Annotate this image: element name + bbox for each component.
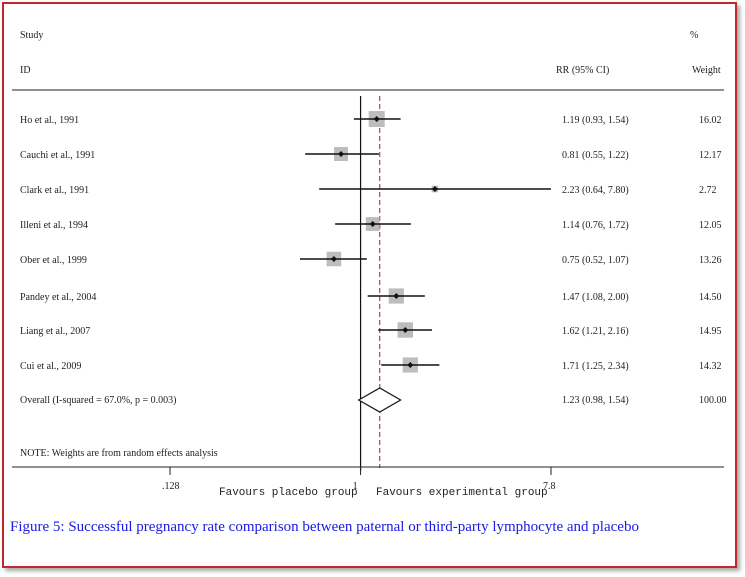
study-row: Ho et al., 1991 1.19 (0.93, 1.54) 16.02 bbox=[20, 111, 722, 127]
study-ci: 1.14 (0.76, 1.72) bbox=[562, 220, 629, 231]
study-label: Illeni et al., 1994 bbox=[20, 220, 88, 231]
study-weight: 14.95 bbox=[699, 326, 722, 337]
header-id: ID bbox=[20, 65, 31, 76]
header-weight-percent: % bbox=[690, 30, 698, 41]
study-ci: 1.62 (1.21, 2.16) bbox=[562, 326, 629, 337]
study-ci: 1.47 (1.08, 2.00) bbox=[562, 292, 629, 303]
study-row: Cui et al., 2009 1.71 (1.25, 2.34) 14.32 bbox=[20, 357, 722, 373]
x-tick-label: 1 bbox=[353, 481, 358, 492]
study-weight: 14.50 bbox=[699, 292, 722, 303]
figure-caption: Figure 5: Successful pregnancy rate comp… bbox=[10, 519, 639, 535]
point-estimate-marker bbox=[338, 151, 345, 157]
header-study: Study bbox=[20, 30, 43, 41]
x-tick-label: 7.8 bbox=[543, 481, 556, 492]
study-row: Illeni et al., 1994 1.14 (0.76, 1.72) 12.0… bbox=[20, 217, 722, 231]
study-label: Ober et al., 1999 bbox=[20, 255, 87, 266]
overall-diamond bbox=[357, 387, 402, 413]
point-estimate-marker bbox=[393, 293, 400, 299]
study-label: Clark et al., 1991 bbox=[20, 185, 89, 196]
study-label: Ho et al., 1991 bbox=[20, 115, 79, 126]
point-estimate-marker bbox=[369, 221, 376, 227]
point-estimate-marker bbox=[330, 256, 337, 262]
header-weight: Weight bbox=[692, 65, 721, 76]
study-weight: 14.32 bbox=[699, 361, 722, 372]
study-ci: 1.71 (1.25, 2.34) bbox=[562, 361, 629, 372]
point-estimate-marker bbox=[373, 116, 380, 122]
study-weight: 2.72 bbox=[699, 185, 717, 196]
point-estimate-marker bbox=[407, 362, 414, 368]
study-row: Cauchi et al., 1991 0.81 (0.55, 1.22) 12.1… bbox=[20, 147, 722, 161]
study-weight: 13.26 bbox=[699, 255, 722, 266]
point-estimate-marker bbox=[402, 327, 409, 333]
axis-label-left: Favours placebo group bbox=[219, 487, 358, 499]
overall-weight: 100.00 bbox=[699, 395, 727, 406]
study-ci: 0.75 (0.52, 1.07) bbox=[562, 255, 629, 266]
study-row: Pandey et al., 2004 1.47 (1.08, 2.00) 14.5… bbox=[20, 288, 722, 304]
x-axis: .128 1 7.8 bbox=[162, 467, 556, 492]
header-rr: RR (95% CI) bbox=[556, 65, 609, 76]
overall-label: Overall (I-squared = 67.0%, p = 0.003) bbox=[20, 395, 177, 406]
study-row: Liang et al., 2007 1.62 (1.21, 2.16) 14.95 bbox=[20, 322, 722, 338]
point-estimate-marker bbox=[431, 186, 438, 192]
x-tick-label: .128 bbox=[162, 481, 180, 492]
study-weight: 12.17 bbox=[699, 150, 722, 161]
study-ci: 1.19 (0.93, 1.54) bbox=[562, 115, 629, 126]
study-label: Pandey et al., 2004 bbox=[20, 292, 96, 303]
note-text: NOTE: Weights are from random effects an… bbox=[20, 448, 218, 459]
overall-ci: 1.23 (0.98, 1.54) bbox=[562, 395, 629, 406]
study-row: Ober et al., 1999 0.75 (0.52, 1.07) 13.26 bbox=[20, 251, 722, 267]
study-label: Cauchi et al., 1991 bbox=[20, 150, 95, 161]
study-weight: 12.05 bbox=[699, 220, 722, 231]
study-label: Liang et al., 2007 bbox=[20, 326, 90, 337]
study-rows: Ho et al., 1991 1.19 (0.93, 1.54) 16.02 Cau… bbox=[20, 111, 722, 373]
study-weight: 16.02 bbox=[699, 115, 722, 126]
study-label: Cui et al., 2009 bbox=[20, 361, 81, 372]
study-row: Clark et al., 1991 2.23 (0.64, 7.80) 2.72 bbox=[20, 185, 717, 196]
axis-label-right: Favours experimental group bbox=[376, 487, 548, 499]
study-ci: 0.81 (0.55, 1.22) bbox=[562, 150, 629, 161]
figure-frame bbox=[2, 2, 737, 568]
study-ci: 2.23 (0.64, 7.80) bbox=[562, 185, 629, 196]
